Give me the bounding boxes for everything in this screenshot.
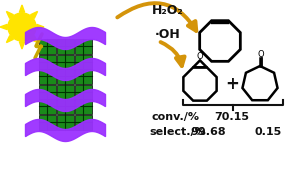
Text: select./%: select./% [149, 127, 206, 137]
FancyBboxPatch shape [57, 68, 74, 84]
Polygon shape [0, 24, 7, 30]
FancyBboxPatch shape [38, 68, 55, 84]
Text: O: O [197, 52, 203, 61]
FancyBboxPatch shape [74, 115, 91, 129]
FancyBboxPatch shape [38, 54, 55, 70]
FancyBboxPatch shape [57, 84, 74, 99]
Text: 0.15: 0.15 [254, 127, 282, 137]
FancyBboxPatch shape [57, 54, 74, 70]
Text: ·OH: ·OH [155, 28, 181, 40]
Polygon shape [19, 5, 25, 12]
FancyBboxPatch shape [38, 115, 55, 129]
Polygon shape [243, 66, 277, 100]
FancyBboxPatch shape [38, 98, 55, 114]
Text: H₂O₂: H₂O₂ [152, 5, 184, 18]
Text: 70.15: 70.15 [215, 112, 249, 122]
FancyBboxPatch shape [57, 98, 74, 114]
FancyBboxPatch shape [74, 54, 91, 70]
FancyBboxPatch shape [57, 39, 74, 53]
Polygon shape [200, 21, 240, 61]
Text: conv./%: conv./% [152, 112, 200, 122]
Polygon shape [37, 24, 44, 30]
Text: O: O [258, 50, 264, 59]
Polygon shape [7, 12, 13, 18]
FancyBboxPatch shape [74, 98, 91, 114]
Polygon shape [31, 12, 38, 18]
FancyBboxPatch shape [74, 84, 91, 99]
Circle shape [8, 13, 36, 41]
Text: +: + [225, 75, 239, 93]
FancyBboxPatch shape [38, 84, 55, 99]
Polygon shape [183, 67, 217, 101]
FancyBboxPatch shape [38, 39, 55, 53]
Polygon shape [19, 42, 25, 49]
Text: 99.68: 99.68 [190, 127, 226, 137]
FancyBboxPatch shape [74, 68, 91, 84]
FancyBboxPatch shape [74, 39, 91, 53]
FancyBboxPatch shape [57, 115, 74, 129]
Polygon shape [31, 36, 38, 43]
Polygon shape [7, 36, 13, 43]
